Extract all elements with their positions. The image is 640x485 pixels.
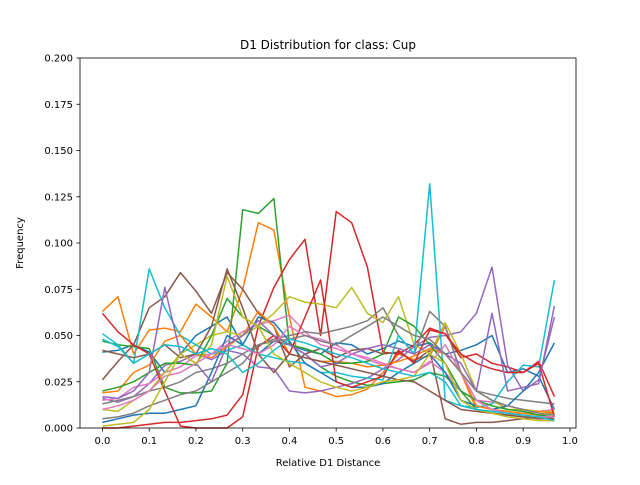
x-tick-label: 0.7 <box>422 436 438 447</box>
series-line-20 <box>102 338 555 422</box>
series-line-4 <box>102 210 556 429</box>
y-tick-label: 0.075 <box>44 285 73 296</box>
series-line-18 <box>102 316 555 420</box>
x-tick-label: 0.4 <box>281 436 297 447</box>
x-axis-label: Relative D1 Distance <box>276 458 380 469</box>
series-layer <box>101 183 556 429</box>
x-tick-label: 0.2 <box>188 436 204 447</box>
chart-title: D1 Distribution for class: Cup <box>240 38 416 52</box>
series-line-16 <box>102 268 555 420</box>
series-line-5 <box>102 266 556 403</box>
x-tick-label: 0.8 <box>468 436 484 447</box>
y-tick-label: 0.150 <box>44 146 73 157</box>
series-line-15 <box>102 286 556 400</box>
x-tick-label: 0.0 <box>94 436 110 447</box>
series-line-12 <box>102 310 555 414</box>
y-tick-label: 0.000 <box>44 424 73 435</box>
y-tick-label: 0.050 <box>44 331 73 342</box>
x-tick-label: 0.6 <box>375 436 391 447</box>
x-tick-label: 0.1 <box>141 436 157 447</box>
x-tick-label: 0.3 <box>235 436 251 447</box>
y-tick-label: 0.025 <box>44 377 73 388</box>
y-axis-label: Frequency <box>15 217 26 269</box>
x-tick-label: 1.0 <box>562 436 578 447</box>
y-tick-label: 0.175 <box>44 100 73 111</box>
series-line-6 <box>101 271 555 426</box>
series-line-17 <box>102 325 555 418</box>
series-line-14 <box>101 279 556 429</box>
x-tick-label: 0.9 <box>515 436 531 447</box>
y-tick-label: 0.200 <box>44 54 73 65</box>
y-tick-label: 0.100 <box>44 239 73 250</box>
y-tick-label: 0.125 <box>44 192 73 203</box>
y-axis-ticks: 0.000 0.025 0.050 0.075 0.100 0.125 0.150 0.175… <box>44 54 80 435</box>
x-axis-ticks: 0.0 0.1 0.2 0.3 0.4 0.5 0.6 0.7 0.8 0.9 1.0 <box>94 428 578 447</box>
x-tick-label: 0.5 <box>328 436 344 447</box>
